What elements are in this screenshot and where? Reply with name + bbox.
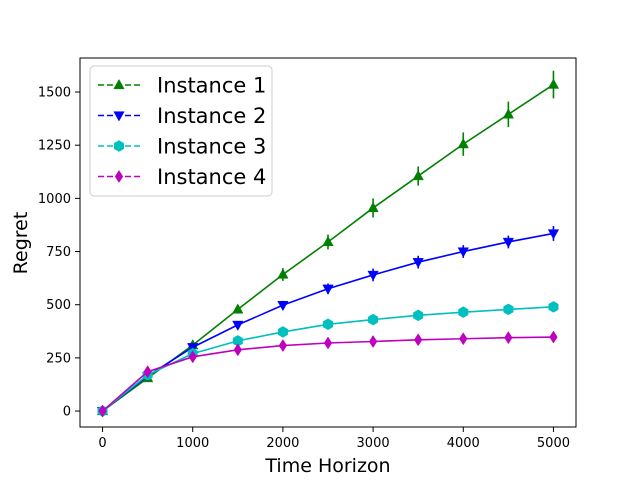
data-point: [277, 301, 289, 312]
legend-entry: Instance 1: [98, 74, 266, 98]
legend-entry: Instance 4: [98, 165, 266, 189]
y-tick-label: 0: [63, 405, 71, 420]
data-point: [368, 334, 378, 349]
data-point: [232, 303, 244, 314]
legend-marker: [113, 111, 125, 122]
series-2: [96, 226, 560, 418]
data-point: [412, 258, 424, 269]
data-point: [98, 404, 107, 418]
series-4: [98, 330, 558, 418]
data-point: [277, 268, 289, 279]
legend-label: Instance 3: [157, 135, 266, 159]
data-point: [502, 237, 515, 248]
legend-entry: Instance 3: [98, 135, 266, 159]
data-point: [368, 313, 379, 326]
y-tick-label: 1000: [38, 192, 71, 207]
data-point: [549, 330, 558, 344]
x-tick-label: 4000: [447, 436, 480, 451]
data-point: [547, 229, 560, 240]
data-point: [547, 78, 560, 89]
x-tick-label: 1000: [176, 436, 209, 451]
data-point: [188, 350, 197, 364]
legend-frame: [89, 65, 273, 197]
data-point: [143, 365, 152, 379]
legend-label: Instance 4: [157, 165, 266, 189]
y-tick-label: 250: [46, 351, 71, 366]
legend-marker: [113, 78, 125, 90]
x-axis-title: Time Horizon: [264, 455, 390, 477]
plot-area: [79, 57, 577, 428]
data-point: [457, 138, 469, 149]
data-point: [459, 332, 468, 346]
x-tick-label: 0: [98, 436, 106, 451]
y-tick-label: 500: [46, 298, 71, 313]
legend-label: Instance 2: [157, 104, 266, 128]
data-point: [277, 326, 288, 338]
y-tick-label: 750: [46, 245, 71, 260]
data-point: [458, 306, 469, 318]
legend-marker: [114, 169, 124, 184]
data-point: [233, 343, 242, 357]
legend-label: Instance 1: [157, 74, 266, 98]
axis-ticks: 0 1000 2000 3000 4000 5000 0 250 500 750 1000 1250 1…: [38, 86, 570, 451]
data-point: [414, 333, 423, 347]
data-point: [323, 336, 333, 350]
series-layer: [96, 70, 560, 418]
y-axis-title: Regret: [10, 212, 32, 275]
data-point: [367, 201, 379, 213]
data-point: [548, 301, 559, 313]
data-point: [278, 339, 288, 353]
data-point: [412, 170, 424, 181]
data-point: [457, 247, 469, 258]
data-point: [322, 318, 334, 331]
data-point: [504, 331, 513, 345]
data-point: [413, 309, 424, 322]
data-point: [503, 303, 514, 316]
x-tick-label: 3000: [357, 436, 390, 451]
y-tick-label: 1500: [38, 86, 71, 101]
data-point: [367, 270, 379, 281]
data-point: [502, 108, 515, 119]
data-point: [322, 235, 334, 247]
plot-frame: [79, 57, 577, 428]
legend: Instance 1 Instance 2 Instance 3 Instance 4: [89, 65, 273, 197]
y-tick-label: 1250: [38, 139, 71, 154]
series-3: [97, 301, 559, 417]
data-point: [322, 284, 334, 295]
x-tick-label: 5000: [537, 436, 570, 451]
x-tick-label: 2000: [266, 436, 299, 451]
legend-entry: Instance 2: [98, 104, 266, 128]
legend-marker: [113, 140, 125, 152]
data-point: [232, 320, 244, 331]
